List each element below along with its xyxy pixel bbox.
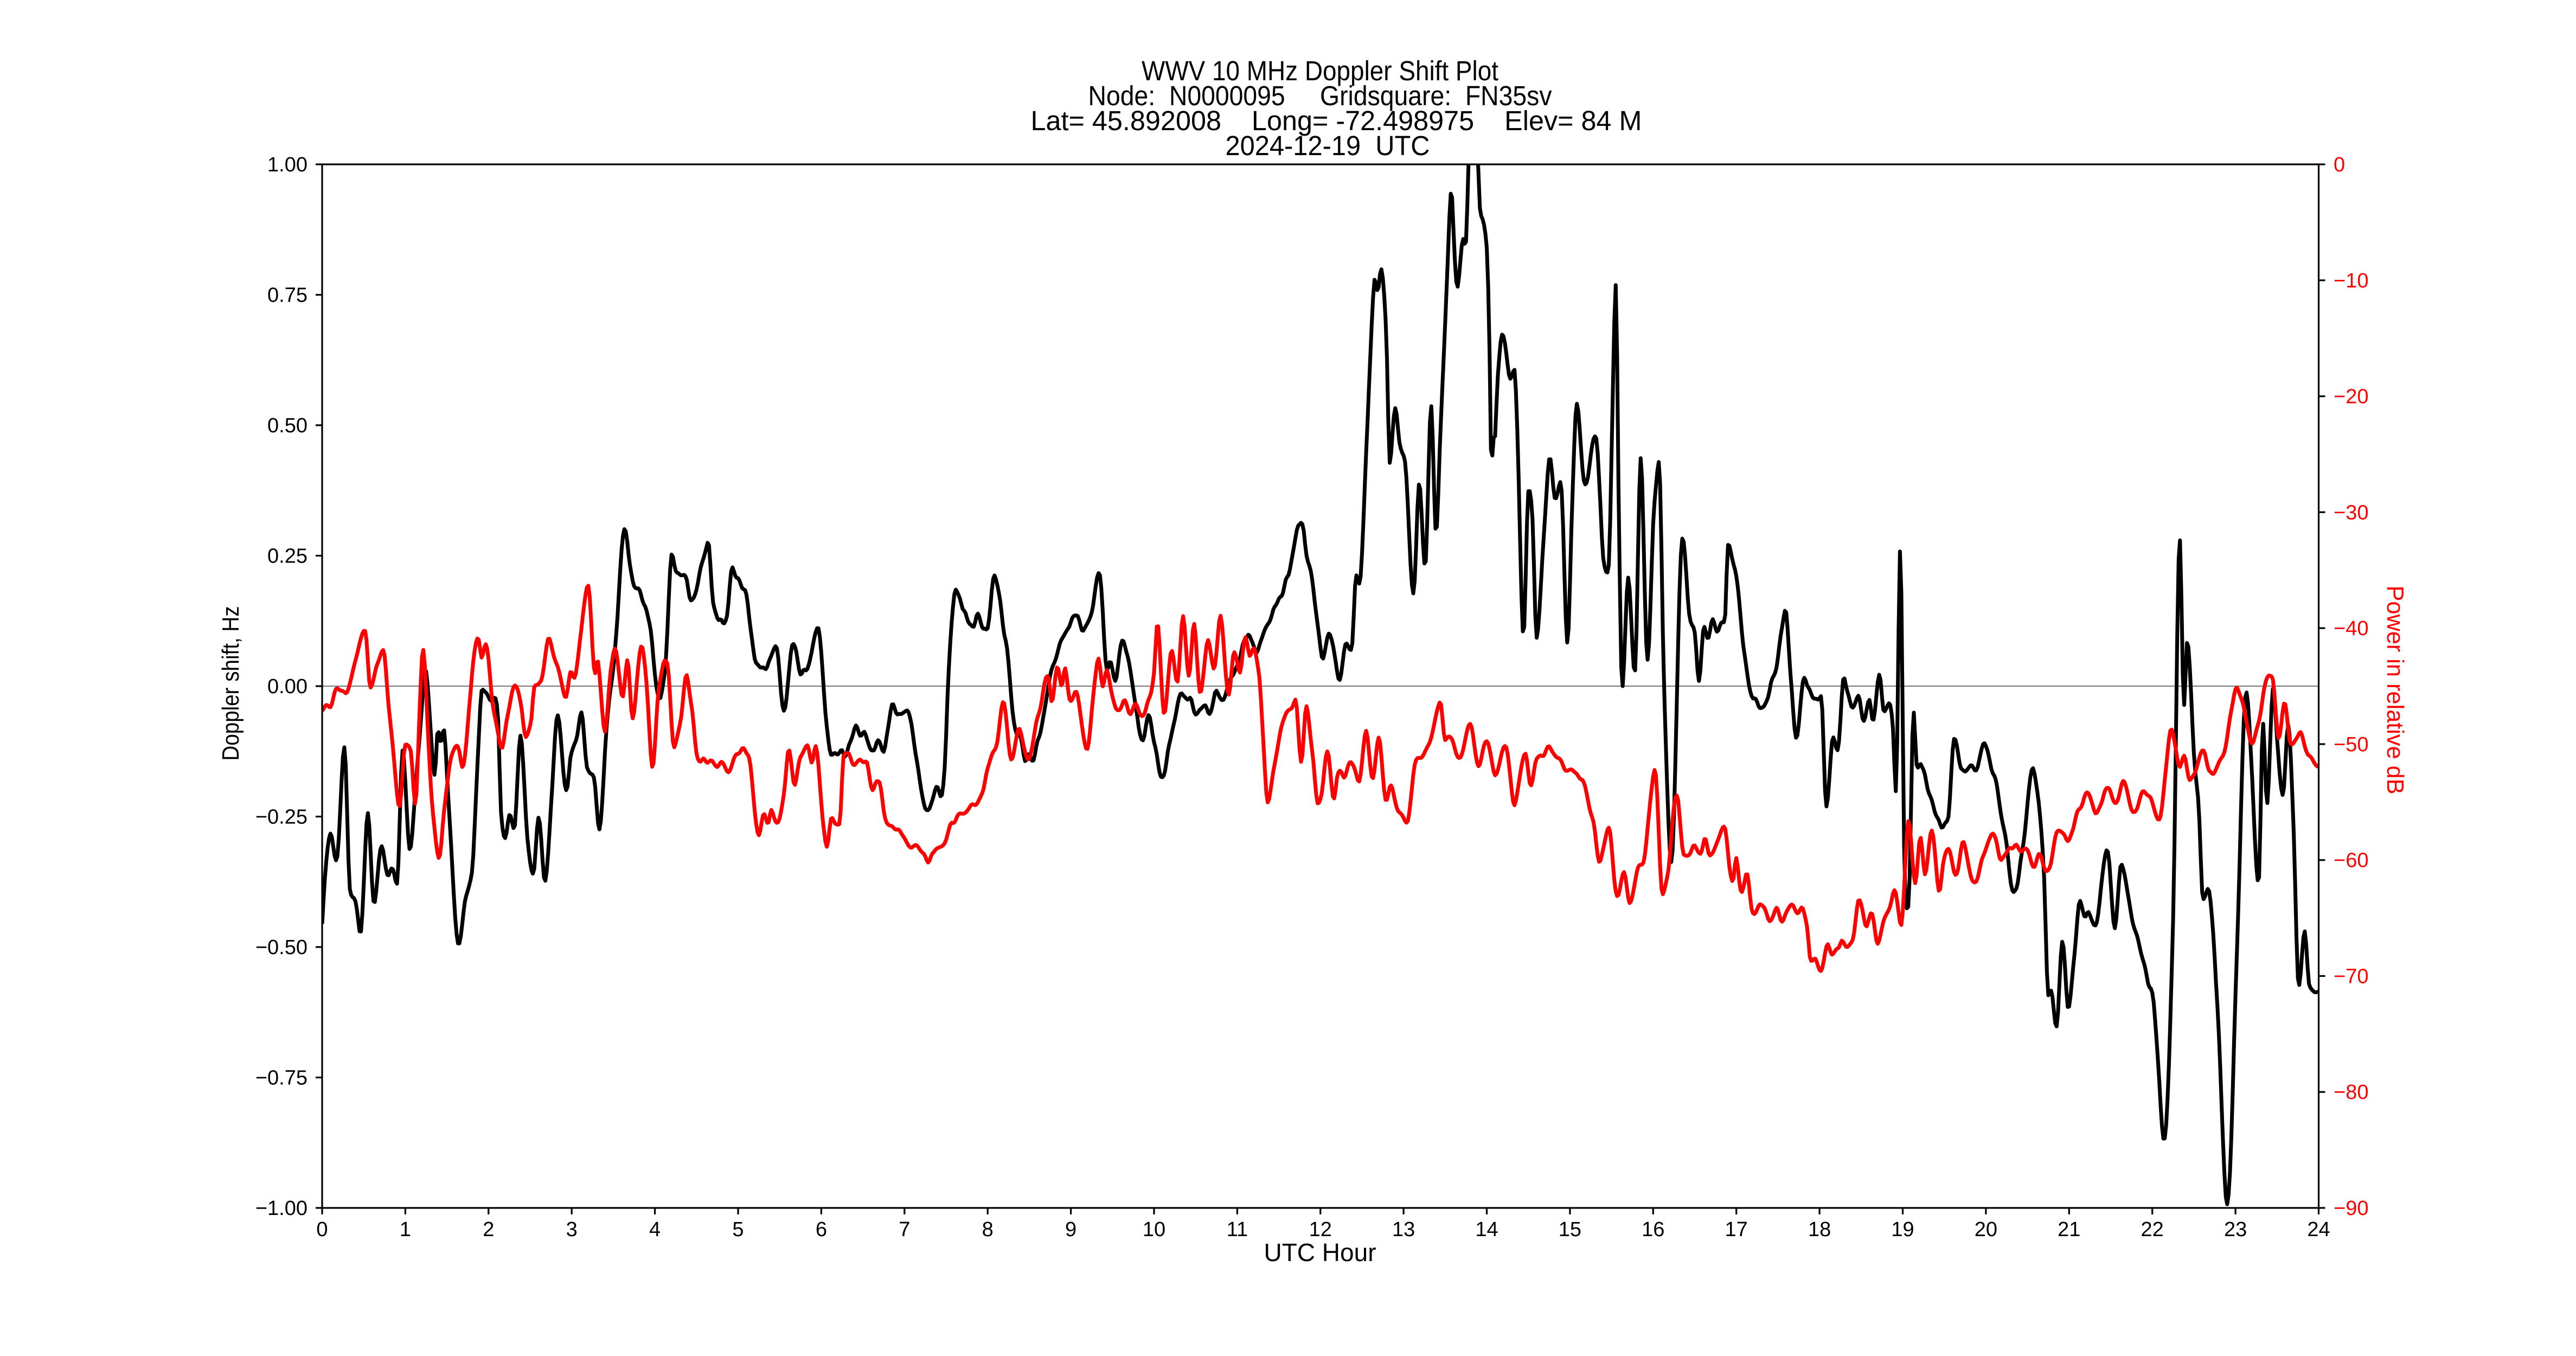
svg-text:4: 4 [649, 1218, 661, 1241]
svg-text:17: 17 [1725, 1218, 1748, 1241]
svg-text:−80: −80 [2334, 1081, 2368, 1104]
svg-text:−0.50: −0.50 [255, 936, 307, 959]
svg-text:WWV 10 MHz Doppler Shift Plot: WWV 10 MHz Doppler Shift Plot [1142, 55, 1498, 86]
svg-text:UTC Hour: UTC Hour [1264, 1238, 1376, 1267]
svg-text:5: 5 [732, 1218, 744, 1241]
svg-text:−0.25: −0.25 [255, 806, 307, 829]
svg-text:23: 23 [2224, 1218, 2247, 1241]
svg-text:Node: N0000095 Gridsquare: Node: N0000095 Gridsquare: FN35sv [1088, 80, 1552, 111]
svg-text:−30: −30 [2334, 501, 2368, 524]
svg-text:1: 1 [400, 1218, 411, 1241]
svg-text:24: 24 [2307, 1218, 2330, 1241]
svg-text:−70: −70 [2334, 965, 2368, 988]
svg-text:6: 6 [816, 1218, 827, 1241]
svg-text:−40: −40 [2334, 617, 2368, 640]
svg-text:21: 21 [2058, 1218, 2080, 1241]
svg-text:−0.75: −0.75 [255, 1067, 307, 1090]
svg-text:−50: −50 [2334, 733, 2368, 756]
svg-text:Lat= 45.892008 Long= -72.49: Lat= 45.892008 Long= -72.498975 Elev= 84… [1031, 105, 1642, 136]
svg-text:8: 8 [982, 1218, 994, 1241]
svg-text:1.00: 1.00 [267, 153, 307, 176]
svg-text:19: 19 [1891, 1218, 1914, 1241]
svg-text:0.25: 0.25 [267, 545, 307, 568]
svg-text:3: 3 [566, 1218, 578, 1241]
svg-text:−60: −60 [2334, 849, 2368, 872]
svg-text:Power in relative dB: Power in relative dB [2382, 586, 2408, 795]
svg-text:9: 9 [1065, 1218, 1076, 1241]
svg-text:10: 10 [1143, 1218, 1165, 1241]
svg-text:18: 18 [1808, 1218, 1831, 1241]
svg-text:14: 14 [1475, 1218, 1498, 1241]
svg-text:−1.00: −1.00 [255, 1197, 307, 1220]
svg-text:2: 2 [483, 1218, 494, 1241]
svg-text:20: 20 [1975, 1218, 1997, 1241]
svg-text:2024-12-19 UTC: 2024-12-19 UTC [1226, 130, 1430, 161]
svg-text:−90: −90 [2334, 1197, 2368, 1220]
svg-text:13: 13 [1392, 1218, 1415, 1241]
svg-text:7: 7 [899, 1218, 910, 1241]
svg-text:−10: −10 [2334, 270, 2368, 292]
svg-text:16: 16 [1642, 1218, 1664, 1241]
svg-text:0: 0 [2334, 153, 2345, 176]
svg-text:−20: −20 [2334, 386, 2368, 408]
svg-text:0.50: 0.50 [267, 414, 307, 437]
svg-text:15: 15 [1559, 1218, 1581, 1241]
svg-text:22: 22 [2141, 1218, 2164, 1241]
svg-text:0: 0 [316, 1218, 328, 1241]
svg-text:12: 12 [1309, 1218, 1332, 1241]
svg-text:11: 11 [1227, 1218, 1248, 1241]
svg-text:Doppler shift, Hz: Doppler shift, Hz [217, 606, 244, 761]
svg-text:0.75: 0.75 [267, 284, 307, 307]
svg-text:0.00: 0.00 [267, 675, 307, 698]
